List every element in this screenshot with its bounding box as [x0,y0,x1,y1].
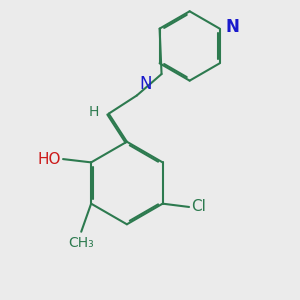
Text: N: N [226,18,239,36]
Text: Cl: Cl [191,200,206,214]
Text: CH₃: CH₃ [68,236,94,250]
Text: H: H [89,105,99,119]
Text: HO: HO [38,152,61,166]
Text: N: N [140,75,152,93]
